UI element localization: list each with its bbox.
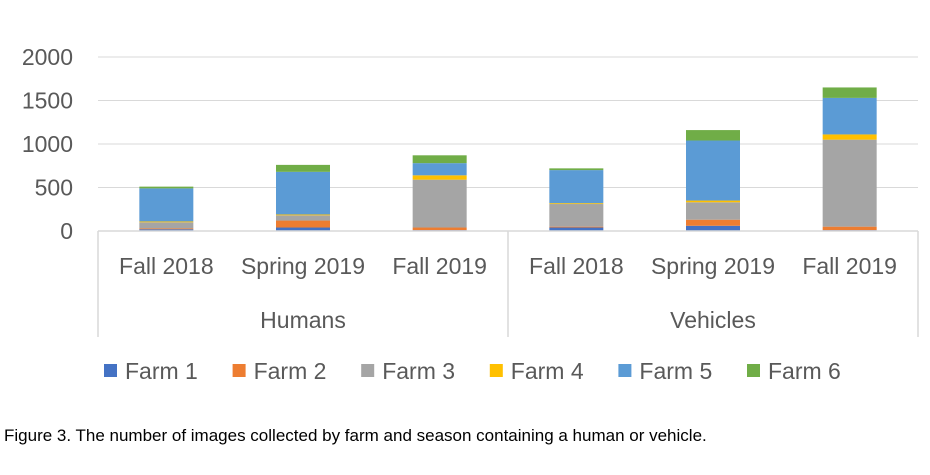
legend-swatch (232, 364, 246, 377)
bar-segment (276, 215, 330, 221)
y-axis-tick-labels: 0 500 1000 1500 2000 (22, 44, 73, 244)
category-label: Fall 2019 (392, 253, 487, 279)
bar-segment (139, 222, 194, 229)
bar-segment (139, 228, 194, 230)
bar-segment (686, 219, 740, 226)
bar-segment (276, 164, 330, 172)
bar-segment (822, 226, 877, 231)
category-label: Fall 2018 (119, 253, 214, 279)
bar-segment (686, 140, 740, 201)
bar-segment (276, 171, 330, 215)
bar-segment (276, 227, 330, 231)
bar-segment (549, 170, 604, 204)
category-label: Fall 2019 (802, 253, 897, 279)
bar-segment (549, 227, 604, 231)
y-tick-label: 0 (60, 218, 73, 244)
legend-swatch (618, 364, 632, 377)
bar-segment (276, 220, 330, 228)
category-labels: Fall 2018 Spring 2019 Fall 2019 Fall 2018 Sp… (119, 253, 897, 279)
figure-caption: Figure 3. The number of images collected… (4, 426, 707, 445)
bar-segment (276, 214, 330, 216)
y-tick-label: 500 (35, 175, 73, 201)
legend: Farm 1 Farm 2 Farm 3 Farm 4 Farm 5 Farm 6 (104, 358, 841, 384)
legend-label: Farm 2 (254, 358, 327, 384)
bar-segment (822, 87, 877, 98)
bar-segment (139, 221, 194, 223)
legend-label: Farm 1 (125, 358, 198, 384)
category-label: Spring 2019 (241, 253, 365, 279)
bar-segment (412, 227, 467, 231)
bar-segment (686, 130, 740, 141)
group-label: Vehicles (670, 307, 756, 333)
legend-swatch (489, 364, 503, 377)
group-labels: Humans Vehicles (260, 307, 756, 333)
bar-segment (412, 179, 467, 228)
gridlines (98, 56, 918, 188)
bar-segment (686, 225, 740, 231)
category-axis (97, 230, 919, 337)
bar-segment (822, 134, 877, 140)
bar-segment (549, 168, 604, 171)
legend-label: Farm 6 (768, 358, 841, 384)
bar-segment (412, 155, 467, 164)
bar-segment (822, 139, 877, 227)
bar-segment (686, 200, 740, 203)
bar-segment (412, 175, 467, 180)
bar-segment (139, 188, 194, 222)
bar-segment (139, 229, 194, 231)
bar-segment (549, 226, 604, 228)
legend-label: Farm 5 (639, 358, 712, 384)
bars (139, 87, 877, 231)
legend-label: Farm 3 (382, 358, 455, 384)
y-tick-label: 1500 (22, 88, 73, 114)
bar-segment (139, 186, 194, 189)
legend-swatch (104, 364, 117, 377)
group-label: Humans (260, 307, 346, 333)
bar-segment (822, 97, 877, 135)
legend-label: Farm 4 (511, 358, 584, 384)
bar-segment (549, 203, 604, 205)
bar-segment (412, 163, 467, 176)
legend-swatch (747, 364, 760, 377)
y-tick-label: 2000 (22, 44, 73, 70)
legend-swatch (361, 364, 375, 377)
bar-segment (549, 204, 604, 227)
bar-segment (686, 202, 740, 220)
category-label: Fall 2018 (529, 253, 624, 279)
y-tick-label: 1000 (22, 131, 73, 157)
category-label: Spring 2019 (651, 253, 775, 279)
